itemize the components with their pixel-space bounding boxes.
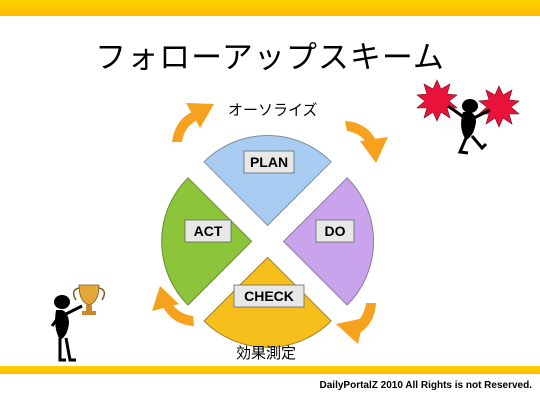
stick-figure-icon <box>50 295 83 362</box>
plan-label-box: PLAN <box>243 150 295 174</box>
cycle-arrow-icon <box>345 121 388 163</box>
cycle-arrow-icon <box>336 303 376 344</box>
do-label: DO <box>325 223 346 239</box>
caption-measure: 効果測定 <box>236 344 297 362</box>
starburst-icon <box>416 79 458 122</box>
cycle-arrow-icon <box>172 103 214 142</box>
check-label: CHECK <box>244 288 294 304</box>
cheering-figure <box>416 79 520 155</box>
act-label-box: ACT <box>184 219 232 243</box>
plan-sector <box>203 134 332 227</box>
trophy-figure <box>50 284 106 362</box>
caption-authorize: オーソライズ <box>228 101 318 119</box>
cycle-arrow-icon <box>152 286 194 326</box>
trophy-icon <box>72 284 106 315</box>
starburst-icon <box>478 85 520 128</box>
act-label: ACT <box>194 223 223 239</box>
slide-title: フォローアップスキーム <box>95 40 445 76</box>
do-label-box: DO <box>315 219 355 243</box>
plan-label: PLAN <box>250 154 288 170</box>
footer-credit: DailyPortalZ 2010 All Rights is not Rese… <box>319 380 532 391</box>
top-accent-bar <box>0 0 540 16</box>
check-label-box: CHECK <box>233 284 305 308</box>
stick-figure-icon <box>447 99 491 155</box>
bottom-accent-bar <box>0 366 540 374</box>
